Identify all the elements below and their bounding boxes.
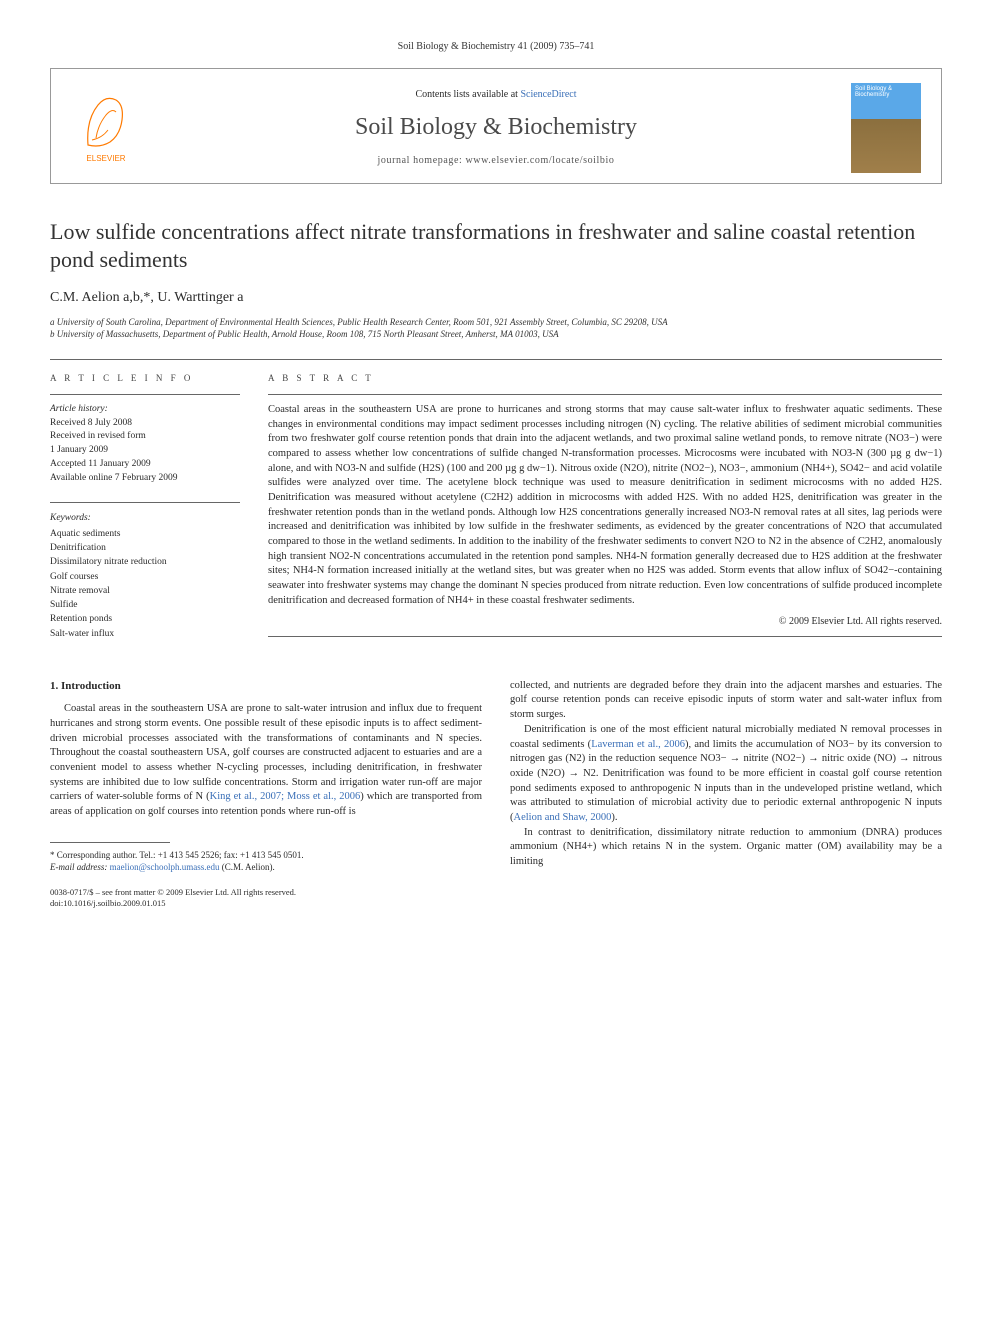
body-paragraph: collected, and nutrients are degraded be… [510, 679, 942, 723]
divider [50, 394, 240, 395]
abstract-label: A B S T R A C T [268, 372, 942, 384]
body-paragraph: In contrast to denitrification, dissimil… [510, 826, 942, 870]
front-matter: 0038-0717/$ – see front matter © 2009 El… [50, 887, 482, 898]
journal-title: Soil Biology & Biochemistry [141, 111, 851, 143]
keyword: Sulfide [50, 598, 240, 612]
history-item: Received in revised form [50, 430, 240, 444]
history-item: Accepted 11 January 2009 [50, 458, 240, 472]
citation-link[interactable]: King et al., 2007; Moss et al., 2006 [210, 791, 361, 802]
footnotes: * Corresponding author. Tel.: +1 413 545… [50, 849, 482, 873]
publisher-name: ELSEVIER [86, 154, 125, 165]
divider [50, 359, 942, 360]
email-line: E-mail address: maelion@schoolph.umass.e… [50, 861, 482, 873]
history-item: Available online 7 February 2009 [50, 472, 240, 486]
body-paragraph: Coastal areas in the southeastern USA ar… [50, 702, 482, 820]
masthead-center: Contents lists available at ScienceDirec… [141, 88, 851, 167]
journal-cover-thumbnail: Soil Biology & Biochemistry [851, 83, 921, 173]
body-columns: 1. Introduction Coastal areas in the sou… [50, 679, 942, 910]
elsevier-logo: ELSEVIER [71, 88, 141, 168]
copyright: © 2009 Elsevier Ltd. All rights reserved… [268, 615, 942, 629]
keyword: Denitrification [50, 541, 240, 555]
citation-link[interactable]: Laverman et al., 2006 [591, 739, 685, 750]
divider [50, 502, 240, 503]
body-column-left: 1. Introduction Coastal areas in the sou… [50, 679, 482, 910]
affiliation-a: a University of South Carolina, Departme… [50, 316, 942, 329]
citation-link[interactable]: Aelion and Shaw, 2000 [514, 812, 612, 823]
keyword: Dissimilatory nitrate reduction [50, 555, 240, 569]
article-title: Low sulfide concentrations affect nitrat… [50, 218, 942, 275]
keyword: Golf courses [50, 570, 240, 584]
contents-available: Contents lists available at ScienceDirec… [141, 88, 851, 102]
contents-prefix: Contents lists available at [415, 89, 520, 100]
divider [268, 394, 942, 395]
homepage-url[interactable]: www.elsevier.com/locate/soilbio [465, 155, 614, 166]
keyword: Aquatic sediments [50, 527, 240, 541]
history-label: Article history: [50, 403, 240, 417]
keyword: Salt-water influx [50, 627, 240, 641]
paragraph-text: ), and limits the accumulation of NO3− b… [510, 739, 942, 823]
authors: C.M. Aelion a,b,*, U. Warttinger a [50, 289, 942, 308]
article-info-left: A R T I C L E I N F O Article history: R… [50, 372, 240, 641]
body-column-right: collected, and nutrients are degraded be… [510, 679, 942, 910]
article-history: Article history: Received 8 July 2008 Re… [50, 403, 240, 486]
running-head: Soil Biology & Biochemistry 41 (2009) 73… [50, 40, 942, 54]
corresponding-author: * Corresponding author. Tel.: +1 413 545… [50, 849, 482, 861]
keyword: Retention ponds [50, 612, 240, 626]
footnote-separator [50, 842, 170, 843]
affiliations: a University of South Carolina, Departme… [50, 316, 942, 341]
paragraph-text: ). [611, 812, 617, 823]
abstract-block: A B S T R A C T Coastal areas in the sou… [268, 372, 942, 641]
keywords-block: Keywords: Aquatic sediments Denitrificat… [50, 511, 240, 641]
history-item: 1 January 2009 [50, 444, 240, 458]
cover-thumb-title: Soil Biology & Biochemistry [855, 86, 921, 99]
email-label: E-mail address: [50, 862, 110, 872]
doi: doi:10.1016/j.soilbio.2009.01.015 [50, 898, 482, 909]
article-info-block: A R T I C L E I N F O Article history: R… [50, 372, 942, 641]
email-link[interactable]: maelion@schoolph.umass.edu [110, 862, 220, 872]
affiliation-b: b University of Massachusetts, Departmen… [50, 328, 942, 341]
keywords-label: Keywords: [50, 511, 240, 525]
keyword: Nitrate removal [50, 584, 240, 598]
divider [268, 636, 942, 637]
article-info-label: A R T I C L E I N F O [50, 372, 240, 384]
history-item: Received 8 July 2008 [50, 417, 240, 431]
paragraph-text: Coastal areas in the southeastern USA ar… [50, 703, 482, 802]
journal-homepage: journal homepage: www.elsevier.com/locat… [141, 154, 851, 168]
email-tail: (C.M. Aelion). [219, 862, 274, 872]
masthead: ELSEVIER Contents lists available at Sci… [50, 68, 942, 184]
body-paragraph: Denitrification is one of the most effic… [510, 723, 942, 826]
sciencedirect-link[interactable]: ScienceDirect [520, 89, 576, 100]
doi-block: 0038-0717/$ – see front matter © 2009 El… [50, 887, 482, 910]
section-heading: 1. Introduction [50, 679, 482, 694]
homepage-label: journal homepage: [377, 155, 465, 166]
abstract-text: Coastal areas in the southeastern USA ar… [268, 403, 942, 609]
